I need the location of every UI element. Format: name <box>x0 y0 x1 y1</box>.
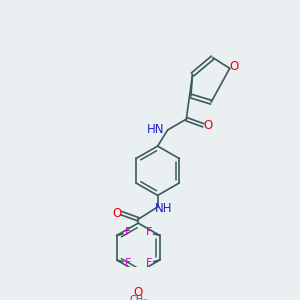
Text: O: O <box>229 60 238 73</box>
Text: F: F <box>146 227 152 237</box>
Text: O: O <box>112 207 121 220</box>
Text: O: O <box>203 119 213 132</box>
Text: O: O <box>134 286 143 299</box>
Text: CH₃: CH₃ <box>129 295 147 300</box>
Text: F: F <box>124 258 131 268</box>
Text: F: F <box>146 258 152 268</box>
Text: F: F <box>124 227 131 237</box>
Text: NH: NH <box>155 202 172 215</box>
Text: HN: HN <box>147 123 165 136</box>
